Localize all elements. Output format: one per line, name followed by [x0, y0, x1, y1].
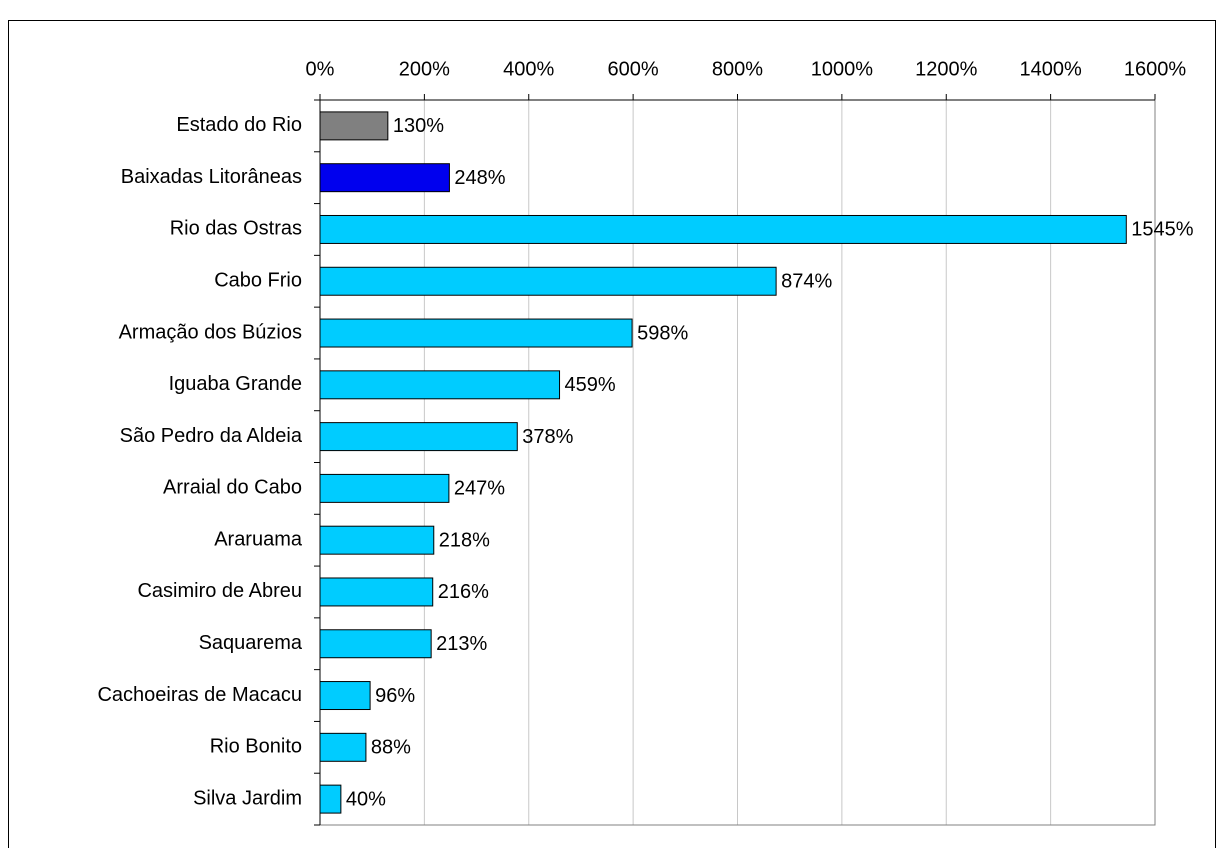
data-label: 96% — [375, 685, 415, 707]
bar — [319, 681, 371, 711]
x-tick-label: 1600% — [1124, 58, 1186, 80]
bar — [319, 163, 450, 193]
y-tick-label: Arraial do Cabo — [163, 477, 302, 499]
bar — [319, 629, 432, 659]
data-label: 598% — [637, 322, 688, 344]
y-tick-label: Cabo Frio — [214, 270, 302, 292]
data-label: 40% — [346, 788, 386, 810]
bar — [319, 214, 1127, 244]
y-tick-label: Saquarema — [199, 632, 303, 654]
data-label: 216% — [438, 581, 489, 603]
bar — [319, 370, 561, 400]
y-tick-label: Araruama — [214, 528, 303, 550]
bar — [319, 473, 450, 503]
y-tick-label: Baixadas Litorâneas — [121, 166, 302, 188]
data-label: 213% — [436, 633, 487, 655]
bar — [319, 111, 389, 141]
data-label: 874% — [781, 271, 832, 293]
bar — [319, 784, 342, 814]
x-tick-label: 1000% — [811, 58, 873, 80]
data-label: 247% — [454, 478, 505, 500]
data-label: 248% — [454, 167, 505, 189]
y-tick-label: Estado do Rio — [176, 114, 302, 136]
data-label: 459% — [565, 374, 616, 396]
bar — [319, 266, 777, 296]
x-tick-label: 0% — [306, 58, 335, 80]
bar — [319, 422, 518, 452]
y-tick-label: Rio das Ostras — [170, 218, 302, 240]
x-tick-label: 1200% — [915, 58, 977, 80]
y-tick-label: Silva Jardim — [193, 787, 302, 809]
chart-frame — [8, 20, 1216, 848]
y-tick-label: Casimiro de Abreu — [137, 580, 302, 602]
data-label: 218% — [439, 529, 490, 551]
y-tick-label: São Pedro da Aldeia — [120, 425, 303, 447]
x-tick-label: 200% — [399, 58, 450, 80]
data-label: 1545% — [1131, 219, 1193, 241]
y-tick-label: Rio Bonito — [210, 736, 302, 758]
x-tick-label: 600% — [608, 58, 659, 80]
data-label: 378% — [522, 426, 573, 448]
x-tick-label: 1400% — [1019, 58, 1081, 80]
data-label: 130% — [393, 115, 444, 137]
x-tick-label: 400% — [503, 58, 554, 80]
bar — [319, 577, 434, 607]
bar — [319, 525, 435, 555]
bar — [319, 318, 633, 348]
y-tick-label: Iguaba Grande — [169, 373, 302, 395]
data-label: 88% — [371, 737, 411, 759]
x-tick-label: 800% — [712, 58, 763, 80]
bar — [319, 732, 367, 762]
y-tick-label: Armação dos Búzios — [119, 321, 302, 343]
y-tick-label: Cachoeiras de Macacu — [97, 684, 302, 706]
